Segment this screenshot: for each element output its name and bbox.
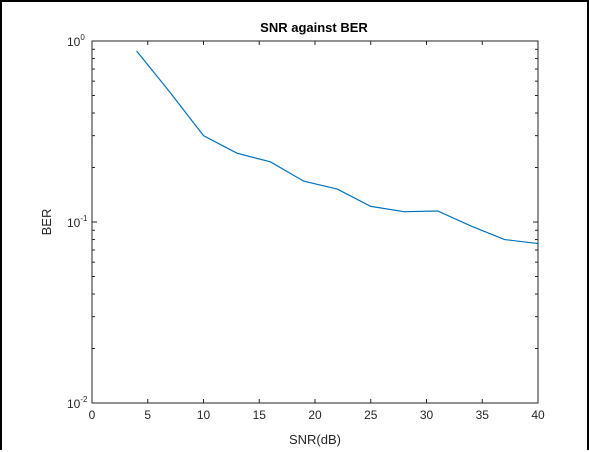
x-axis-label: SNR(dB) bbox=[289, 432, 341, 447]
x-tick-label: 40 bbox=[531, 408, 545, 422]
x-tick-label: 25 bbox=[364, 408, 378, 422]
y-tick-label: 100 bbox=[67, 33, 85, 49]
series-line-ber bbox=[136, 50, 539, 245]
x-tick-label: 10 bbox=[197, 408, 211, 422]
y-axis-label: BER bbox=[39, 209, 54, 236]
x-tick-label: 5 bbox=[144, 408, 151, 422]
x-tick-label: 15 bbox=[253, 408, 267, 422]
y-tick-label: 10-1 bbox=[67, 214, 88, 230]
y-axis: 10-2 10-1 100 bbox=[67, 33, 538, 411]
x-axis: 0 5 10 15 20 25 30 35 40 bbox=[89, 41, 545, 422]
x-tick-label: 20 bbox=[308, 408, 322, 422]
y-tick-label: 10-2 bbox=[67, 395, 88, 411]
plot-area bbox=[91, 40, 539, 404]
x-tick-label: 0 bbox=[89, 408, 96, 422]
chart-title: SNR against BER bbox=[260, 20, 368, 35]
x-tick-label: 30 bbox=[420, 408, 434, 422]
x-tick-label: 35 bbox=[476, 408, 490, 422]
